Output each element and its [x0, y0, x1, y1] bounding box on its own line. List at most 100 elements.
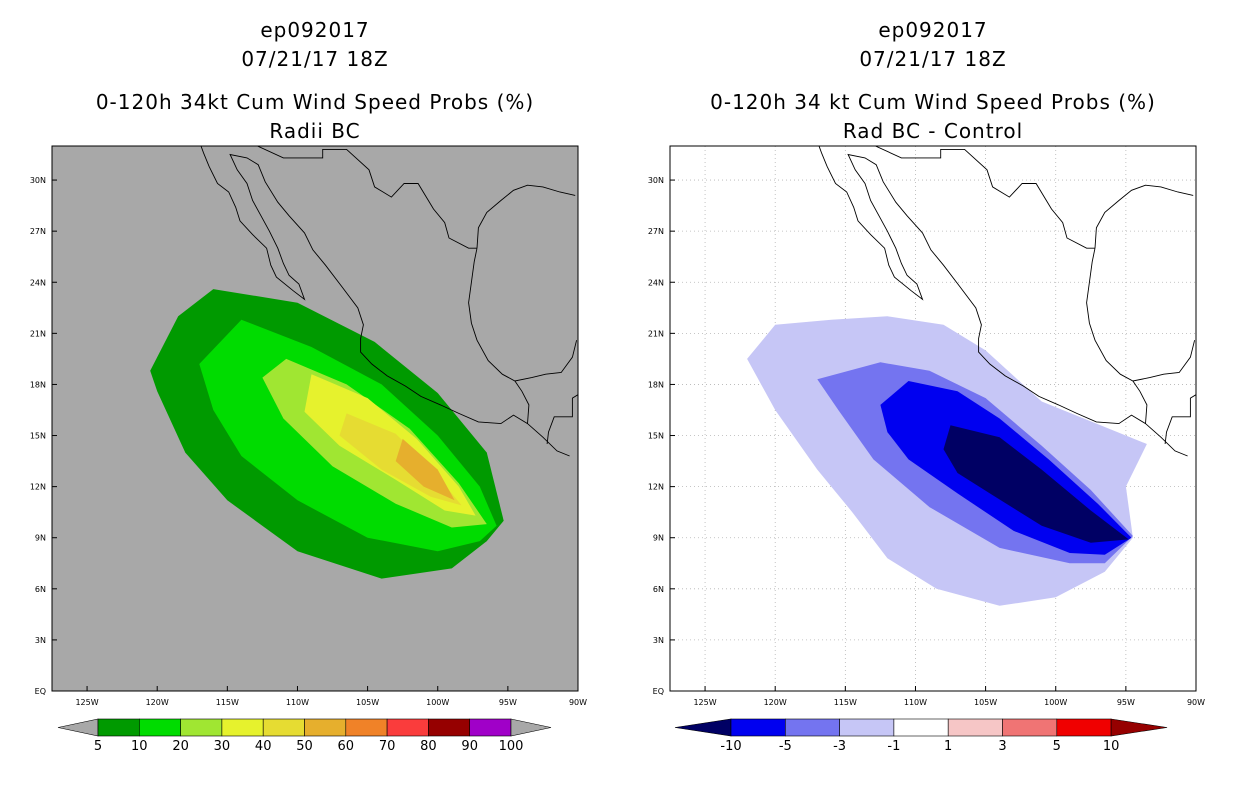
coastline — [546, 394, 578, 445]
map-contents — [150, 146, 578, 579]
right-title-subtitle: Rad BC - Control — [842, 119, 1024, 143]
contour-level-50 — [395, 438, 455, 501]
y-tick-label: 12N — [648, 483, 664, 492]
right-title-storm: ep092017 — [878, 18, 988, 42]
right-title: ep092017 07/21/17 18Z 0-120h 34 kt Cum W… — [670, 16, 1196, 146]
colorbar-label: 10 — [131, 739, 148, 754]
x-tick-label: 100W — [426, 698, 449, 707]
colorbar-label: 80 — [420, 739, 437, 754]
map-frame — [51, 145, 579, 692]
x-tick-label: 90W — [1187, 698, 1205, 707]
colorbar-label: 90 — [461, 739, 478, 754]
colorbar-swatch — [304, 718, 347, 737]
colorbar-swatch — [947, 718, 1003, 737]
colorbar-label: 50 — [296, 739, 313, 754]
colorbar-label: 5 — [94, 739, 102, 754]
coastline — [200, 146, 570, 457]
y-tick-label: 24N — [648, 278, 664, 287]
y-tick-label: EQ — [653, 687, 664, 696]
x-tick-label: 110W — [904, 698, 927, 707]
coastline — [468, 248, 578, 382]
y-tick-label: 27N — [30, 227, 46, 236]
contour-level-minus10 — [943, 425, 1129, 543]
x-tick-label: 110W — [286, 698, 309, 707]
left-title-product: 0-120h 34kt Cum Wind Speed Probs (%) — [95, 90, 535, 114]
colorbar-label: -3 — [833, 739, 846, 754]
coastline — [1094, 184, 1194, 249]
y-tick-label: 15N — [648, 432, 664, 441]
map-contents — [670, 146, 1196, 691]
x-tick-label: 125W — [75, 698, 98, 707]
right-map-panel: 125W 120W 115W 110W 105W 100W 95W 90WEQ3N6N9N12… — [648, 145, 1205, 754]
right-title-product: 0-120h 34 kt Cum Wind Speed Probs (%) — [710, 90, 1156, 114]
y-tick-label: 30N — [648, 176, 664, 185]
colorbar-label: 100 — [499, 739, 524, 754]
coastline — [514, 380, 530, 424]
x-tick-label: 105W — [974, 698, 997, 707]
coastline — [476, 184, 576, 249]
x-tick-label: 100W — [1044, 698, 1067, 707]
coastline — [1164, 394, 1196, 445]
colorbar-swatch — [784, 718, 840, 737]
colorbar-right-triangle — [1110, 718, 1168, 737]
y-tick-label: 21N — [30, 329, 46, 338]
colorbar-swatch — [839, 718, 895, 737]
colorbar-swatch — [386, 718, 429, 737]
colorbar-swatch — [97, 718, 140, 737]
x-tick-label: 90W — [569, 698, 587, 707]
colorbar-label: 5 — [1053, 739, 1061, 754]
colorbar-label: 30 — [214, 739, 231, 754]
x-tick-label: 120W — [764, 698, 787, 707]
y-tick-label: 27N — [648, 227, 664, 236]
y-tick-label: 9N — [653, 534, 664, 543]
colorbar-label: 20 — [172, 739, 189, 754]
x-tick-label: 115W — [216, 698, 239, 707]
colorbar-swatch — [1002, 718, 1058, 737]
map-frame — [669, 145, 1197, 692]
colorbar-label: -1 — [887, 739, 900, 754]
y-tick-label: 3N — [653, 636, 664, 645]
y-tick-label: 24N — [30, 278, 46, 287]
y-tick-label: 18N — [648, 380, 664, 389]
colorbar-left-triangle — [57, 718, 99, 737]
colorbar-label: 1 — [944, 739, 952, 754]
left-title: ep092017 07/21/17 18Z 0-120h 34kt Cum Wi… — [52, 16, 578, 146]
y-tick-label: 18N — [30, 380, 46, 389]
left-title-date: 07/21/17 18Z — [241, 47, 389, 71]
colorbar-swatch — [345, 718, 388, 737]
colorbar-label: 3 — [998, 739, 1006, 754]
x-tick-label: 105W — [356, 698, 379, 707]
right-title-date: 07/21/17 18Z — [859, 47, 1007, 71]
x-tick-label: 120W — [146, 698, 169, 707]
colorbar-swatch — [262, 718, 305, 737]
coastline — [1132, 380, 1148, 424]
y-tick-label: 15N — [30, 432, 46, 441]
right-colorbar: -10 -5 -3 -1 1 3 5 10 — [674, 718, 1168, 754]
coastline — [1086, 248, 1196, 382]
colorbar-swatch — [1056, 718, 1112, 737]
left-map-panel: 125W 120W 115W 110W 105W 100W 95W 90W EQ 3N 6N 9N 12… — [30, 145, 587, 754]
colorbar-label: -10 — [720, 739, 741, 754]
y-tick-label: 9N — [35, 534, 46, 543]
y-tick-label: 12N — [30, 483, 46, 492]
y-tick-label: 6N — [35, 585, 46, 594]
y-tick-label: 30N — [30, 176, 46, 185]
colorbar-right-triangle — [510, 718, 552, 737]
y-tick-label: EQ — [35, 687, 46, 696]
left-title-storm: ep092017 — [260, 18, 370, 42]
colorbar-swatch — [221, 718, 264, 737]
colorbar-label: 70 — [379, 739, 396, 754]
x-tick-label: 95W — [1117, 698, 1135, 707]
colorbar-label: -5 — [779, 739, 792, 754]
colorbar-swatch — [139, 718, 181, 737]
colorbar-left-triangle — [674, 718, 732, 737]
y-tick-label: 21N — [648, 329, 664, 338]
left-title-subtitle: Radii BC — [269, 119, 361, 143]
x-tick-label: 95W — [499, 698, 517, 707]
country-border — [874, 146, 1095, 249]
colorbar-swatch — [730, 718, 786, 737]
colorbar-label: 10 — [1103, 739, 1120, 754]
colorbar-swatch — [428, 718, 470, 737]
y-tick-label: 3N — [35, 636, 46, 645]
